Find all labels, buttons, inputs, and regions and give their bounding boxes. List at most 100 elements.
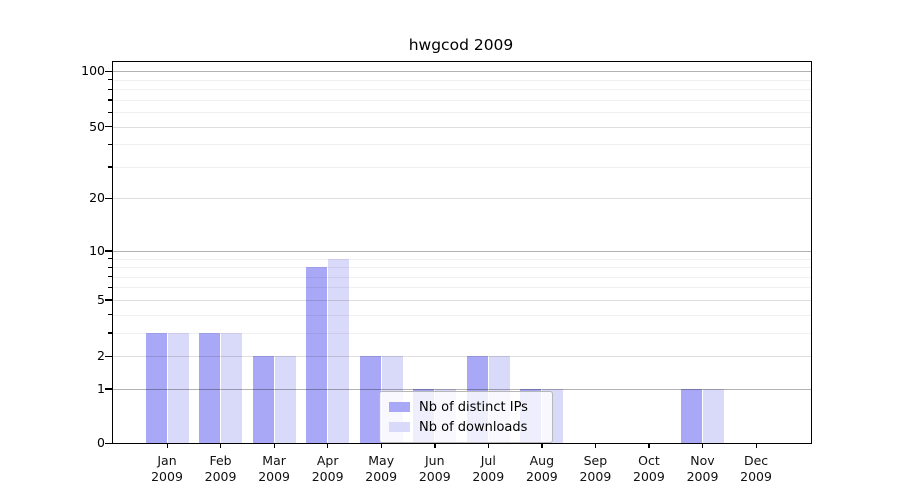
plot-area: 0 1 2 5 10 20 50 100 Jan 2009 Feb 2009 Mar 2009 Apr 200… [81,61,812,484]
month-label: Mar [262,453,286,468]
x-axis-tick-label: Jan 2009 [135,453,199,485]
x-axis-tick-label: Jun 2009 [403,453,467,485]
legend-label-distinct-ips: Nb of distinct IPs [419,399,528,415]
legend-item-distinct-ips: Nb of distinct IPs [389,397,543,417]
minor-gridline [113,267,811,269]
month-label: Jun [424,453,445,468]
y-axis-tick [105,442,112,444]
x-axis-tick [220,443,222,448]
y-axis-minor-tick [108,266,112,268]
year-label: 2009 [204,469,237,484]
year-label: 2009 [418,469,451,484]
x-axis-tick-label: Oct 2009 [617,453,681,485]
year-label: 2009 [579,469,612,484]
x-axis-tick-label: Aug 2009 [510,453,574,485]
y-axis-minor-tick [108,143,112,145]
year-label: 2009 [365,469,398,484]
x-axis-tick [594,443,597,448]
month-label: Feb [209,453,232,468]
y-axis-minor-tick [108,286,112,289]
y-axis-tick-label: 5 [97,291,105,307]
y-axis-tick [105,299,112,301]
y-axis-tick [105,70,112,72]
month-label: Apr [316,453,339,468]
y-axis-minor-tick [108,99,112,101]
y-axis-minor-tick [108,258,112,260]
bar-downloads [274,356,296,443]
x-axis-tick [166,443,168,448]
major-gridline [113,71,811,73]
y-axis-minor-tick [108,88,112,90]
x-axis-tick [273,443,275,448]
y-axis-tick-label: 2 [97,348,105,364]
minor-gridline [113,166,811,168]
bar-downloads [221,332,243,443]
major-gridline [113,198,811,200]
x-axis-tick-label: Apr 2009 [296,453,360,485]
y-axis-minor-tick [108,111,112,113]
month-label: May [368,453,395,468]
y-axis-minor-tick [108,79,112,81]
x-axis-tick [755,443,757,448]
y-axis-tick-label: 50 [89,118,105,134]
bar-distinct-ips [252,356,274,443]
x-axis-tick [487,443,490,448]
y-axis-tick-label: 10 [89,242,105,258]
month-label: Dec [743,453,769,468]
x-axis-tick-label: May 2009 [349,453,413,485]
month-label: Jan [157,453,177,468]
y-axis-minor-tick [108,314,112,316]
bar-downloads [703,388,724,443]
month-label: Oct [638,453,660,468]
bar-downloads [328,258,350,443]
y-axis-minor-tick [108,276,112,278]
x-axis-tick-label: Mar 2009 [242,453,306,485]
y-axis-tick [105,197,112,200]
legend-swatch-downloads [389,422,410,432]
y-axis-tick [105,388,112,390]
y-axis-tick-label: 20 [89,190,105,206]
x-axis-tick-label: Nov 2009 [671,453,735,485]
x-axis-tick [702,443,704,448]
year-label: 2009 [151,469,183,484]
y-axis-tick [105,250,112,252]
minor-gridline [113,112,811,114]
y-axis-tick-label: 0 [97,435,105,450]
year-label: 2009 [472,469,505,484]
x-axis-tick-label: Jul 2009 [456,453,520,485]
bar-distinct-ips [199,332,221,443]
year-label: 2009 [311,469,344,484]
year-label: 2009 [686,469,719,484]
legend-item-downloads: Nb of downloads [389,417,543,437]
x-axis-tick [380,443,382,448]
month-label: Sep [583,453,608,468]
minor-gridline [113,99,811,101]
legend-label-downloads: Nb of downloads [419,419,528,435]
minor-gridline [113,89,811,91]
x-axis-tick-label: Feb 2009 [189,453,253,485]
y-axis-tick [105,126,112,128]
y-axis-minor-tick [108,166,112,168]
major-gridline [113,126,811,128]
x-axis-tick-label: Dec 2009 [724,453,788,485]
major-gridline [113,250,811,252]
chart-title: hwgcod 2009 [408,36,514,54]
y-axis-tick-label: 1 [97,380,105,396]
year-label: 2009 [633,469,665,484]
x-axis-tick [327,443,329,448]
bar-distinct-ips [306,267,328,443]
month-label: Jul [480,453,496,468]
legend: Nb of distinct IPs Nb of downloads [379,391,553,443]
bar-distinct-ips [145,332,167,443]
month-label: Aug [529,453,555,468]
major-gridline [113,299,811,301]
minor-gridline [113,79,811,81]
x-axis-tick [434,443,436,448]
x-axis-tick [648,443,650,448]
minor-gridline [113,314,811,316]
minor-gridline [113,144,811,146]
x-axis-tick [541,443,543,448]
y-axis-minor-tick [108,332,112,334]
legend-swatch-distinct-ips [389,402,410,412]
